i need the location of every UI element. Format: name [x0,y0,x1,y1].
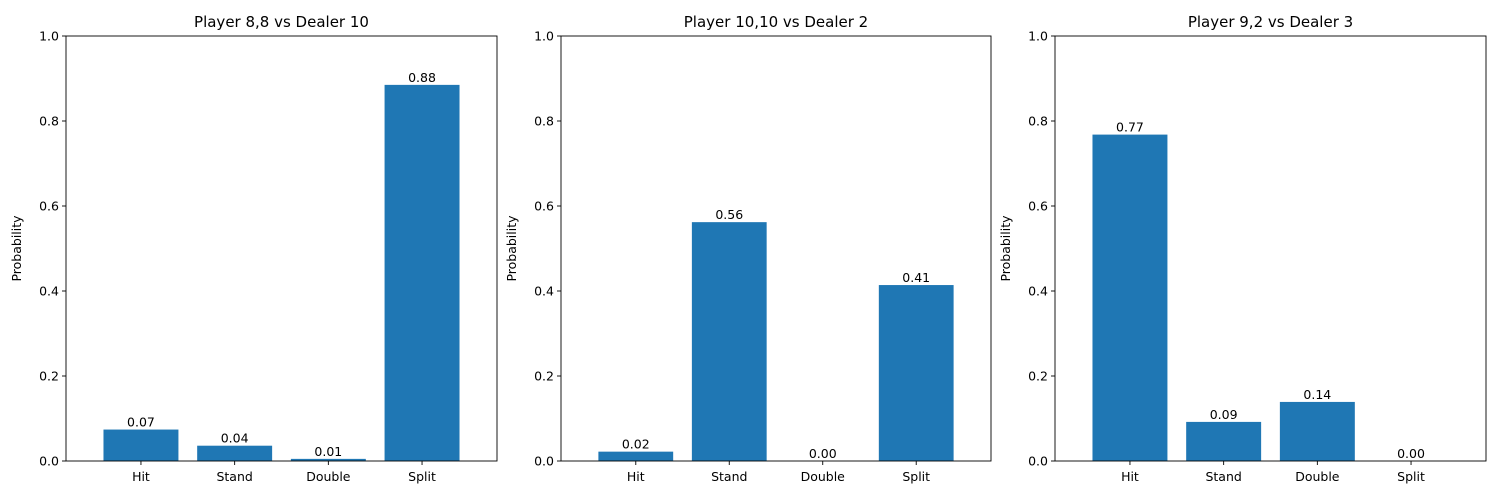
data-label: 0.41 [902,270,930,285]
x-tick-label: Split [902,469,930,484]
y-tick-label: 0.0 [534,454,554,469]
bar-double [1279,401,1355,461]
chart-title: Player 10,10 vs Dealer 2 [684,13,868,31]
bar-hit [1092,134,1168,461]
x-tick-label: Stand [711,469,747,484]
chart-title: Player 9,2 vs Dealer 3 [1188,13,1353,31]
x-tick-label: Hit [1121,469,1139,484]
y-tick-label: 0.0 [39,454,59,469]
y-tick-label: 0.0 [1028,454,1048,469]
bar-double [290,458,366,461]
y-tick-label: 0.6 [534,199,554,214]
axes-frame [560,35,992,462]
x-tick-label: Stand [216,469,252,484]
y-tick-label: 1.0 [1028,29,1048,44]
data-label: 0.56 [715,207,743,222]
x-tick-label: Split [1397,469,1425,484]
axes-frame [65,35,498,462]
chart-panel-3: Player 9,2 vs Dealer 3 0.77 Hit 0.09 Stand 0.… [998,13,1487,484]
y-tick-label: 0.4 [534,284,554,299]
data-label: 0.02 [622,437,650,452]
axes-frame [1054,35,1487,462]
x-tick-label: Double [306,469,351,484]
data-label: 0.01 [314,444,342,459]
y-axis-label: Probability [504,215,519,282]
bar-split [878,285,954,461]
data-label: 0.09 [1210,407,1238,422]
x-tick-label: Hit [627,469,645,484]
data-label: 0.04 [221,431,249,446]
chart-panel-2: Player 10,10 vs Dealer 2 0.02 Hit 0.56 Stand… [504,13,992,484]
y-tick-label: 0.6 [1028,199,1048,214]
bar-stand [691,222,767,461]
y-tick-label: 0.8 [534,114,554,129]
y-tick-label: 0.2 [39,369,59,384]
y-tick-label: 0.8 [1028,114,1048,129]
y-tick-label: 0.6 [39,199,59,214]
y-tick-label: 0.2 [1028,369,1048,384]
chart-panel-1: Player 8,8 vs Dealer 10 0.07 Hit 0.04 Stand 0… [9,13,498,484]
data-label: 0.00 [809,446,837,461]
y-tick-label: 0.4 [1028,284,1048,299]
data-label: 0.00 [1397,446,1425,461]
y-tick-label: 0.8 [39,114,59,129]
x-tick-label: Stand [1205,469,1241,484]
bar-hit [103,429,179,461]
data-label: 0.07 [127,415,155,430]
bar-split [384,84,460,461]
chart-title: Player 8,8 vs Dealer 10 [194,13,369,31]
y-tick-label: 0.4 [39,284,59,299]
bar-stand [197,445,273,461]
y-axis-label: Probability [9,215,24,282]
y-tick-label: 0.2 [534,369,554,384]
data-label: 0.77 [1116,120,1144,135]
data-label: 0.14 [1303,387,1331,402]
bar-hit [598,451,674,461]
x-tick-label: Double [1295,469,1340,484]
data-label: 0.88 [408,70,436,85]
x-tick-label: Double [801,469,846,484]
x-tick-label: Hit [132,469,150,484]
bar-stand [1186,421,1262,461]
y-tick-label: 1.0 [39,29,59,44]
y-axis-label: Probability [998,215,1013,282]
y-tick-label: 1.0 [534,29,554,44]
x-tick-label: Split [408,469,436,484]
